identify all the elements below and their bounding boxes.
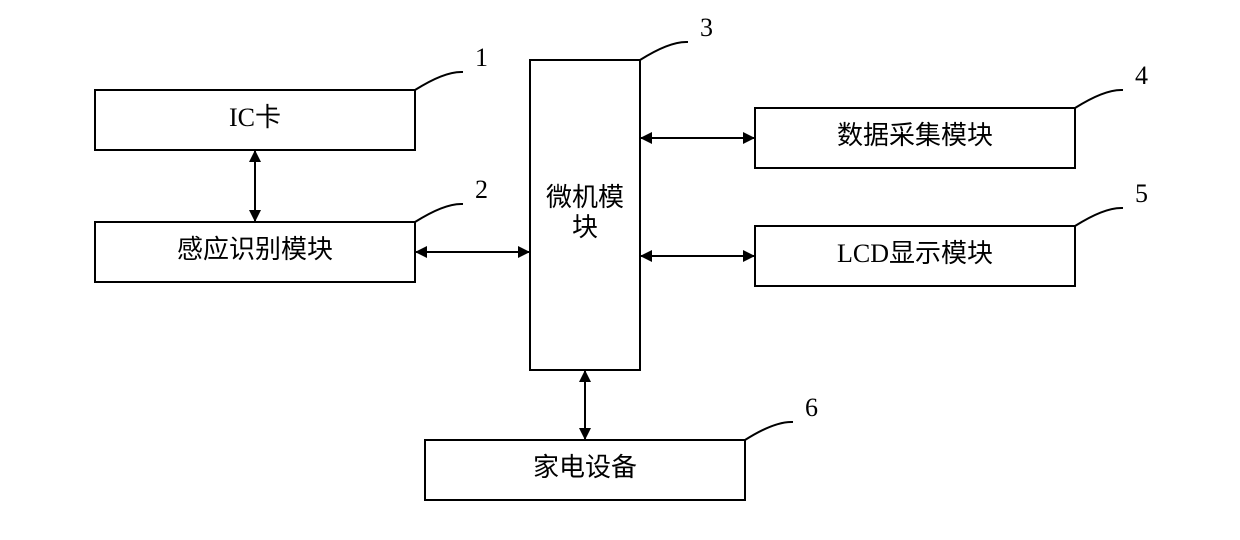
node-label: 数据采集模块 [837,121,993,150]
node-label: 感应识别模块 [177,235,333,264]
callout-number: 5 [1135,179,1148,208]
node-label: 家电设备 [533,453,637,482]
callout-number: 3 [700,13,713,42]
callout-number: 4 [1135,61,1148,90]
callout-number: 2 [475,175,488,204]
node-label: 块 [572,213,598,242]
callout-number: 6 [805,393,818,422]
node-label: 微机模 [546,183,624,212]
block-diagram: IC卡 1 感应识别模块 2 微机模块 3 数据采集模块 4 LCD显示模块 5 家电设备 6 [0,0,1240,540]
node-label: IC卡 [229,103,281,132]
node-label: LCD显示模块 [837,239,993,268]
callout-number: 1 [475,43,488,72]
